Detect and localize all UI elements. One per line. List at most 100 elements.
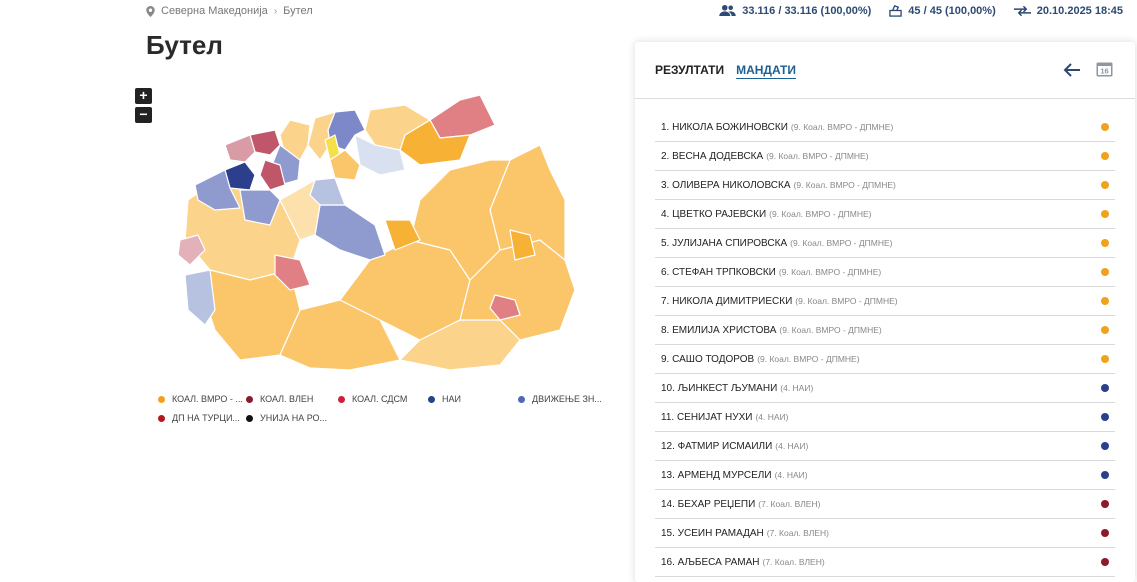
legend-dot [246,414,253,422]
list-item[interactable]: 7. НИКОЛА ДИМИТРИЕСКИ (9. Коал. ВМРО - ДП… [655,287,1115,316]
map-region[interactable] [259,159,286,191]
mandate-entry: 14. БЕХАР РЕЏЕПИ (7. Коал. ВЛЕН) [661,499,820,510]
party-color-dot [1101,297,1109,305]
panel-divider [635,98,1135,99]
map-region[interactable] [489,294,521,321]
stat-updated: 20.10.2025 18:45 [1013,4,1123,17]
page-title: Бутел [146,30,223,60]
list-item[interactable]: 5. ЈУЛИЈАНА СПИРОВСКА (9. Коал. ВМРО - ДП… [655,229,1115,258]
candidate-party: (4. НАИ) [755,411,789,422]
list-item[interactable]: 10. ЉИНКЕСТ ЉУМАНИ (4. НАИ) [655,374,1115,403]
map-region[interactable] [274,254,311,291]
mandate-entry: 1. НИКОЛА БОЖИНОВСКИ (9. Коал. ВМРО - ДПМ… [661,122,893,133]
list-item[interactable]: 13. АРМЕНД МУРСЕЛИ (4. НАИ) [655,461,1115,490]
map-region[interactable] [184,269,216,326]
list-item[interactable]: 1. НИКОЛА БОЖИНОВСКИ (9. Коал. ВМРО - ДПМ… [655,113,1115,142]
list-item[interactable]: 14. БЕХАР РЕЏЕПИ (7. Коал. ВЛЕН) [655,490,1115,519]
stat-voters: 33.116 / 33.116 (100,00%) [719,4,871,17]
back-arrow-icon[interactable] [1063,62,1081,78]
candidate-party: (4. НАИ) [775,440,809,451]
candidate-party: (4. НАИ) [780,382,814,393]
map-region[interactable] [279,299,401,371]
legend-dot [518,395,525,403]
map-region[interactable] [329,149,361,181]
list-item[interactable]: 15. УСЕИН РАМАДАН (7. Коал. ВЛЕН) [655,519,1115,548]
mandate-entry: 16. АЉБЕСА РАМАН (7. Коал. ВЛЕН) [661,557,825,568]
stat-stations: 45 / 45 (100,00%) [889,4,996,17]
mandate-entry: 3. ОЛИВЕРА НИКОЛОВСКА (9. Коал. ВМРО - ДП… [661,180,896,191]
map-region[interactable] [409,159,511,281]
list-item[interactable]: 3. ОЛИВЕРА НИКОЛОВСКА (9. Коал. ВМРО - ДП… [655,171,1115,200]
party-color-dot [1101,442,1109,450]
legend-item[interactable]: НАИ [428,394,518,404]
mandate-entry: 12. ФАТМИР ИСМАИЛИ (4. НАИ) [661,441,808,452]
map-region[interactable] [429,94,496,139]
candidate-name: 7. НИКОЛА ДИМИТРИЕСКИ [661,295,793,307]
party-color-dot [1101,210,1109,218]
chevron-right-icon: › [273,5,278,17]
legend-dot [158,414,165,422]
party-color-dot [1101,239,1109,247]
calendar-label: 16 [1100,67,1108,76]
candidate-name: 2. ВЕСНА ДОДЕВСКА [661,150,764,162]
candidate-party: (7. Коал. ВЛЕН) [762,556,825,567]
candidate-name: 16. АЉБЕСА РАМАН [661,556,760,568]
calendar-icon[interactable]: 16 [1096,61,1113,77]
legend-item[interactable]: КОАЛ. ВМРО - ... [158,394,246,404]
candidate-name: 4. ЦВЕТКО РАЈЕВСКИ [661,208,767,220]
candidate-name: 12. ФАТМИР ИСМАИЛИ [661,440,773,452]
party-color-dot [1101,471,1109,479]
zoom-out-button[interactable]: − [135,107,152,123]
tab-mandates[interactable]: МАНДАТИ [736,63,796,77]
legend-item[interactable]: ДВИЖЕЊЕ ЗН... [518,394,602,404]
map-region[interactable] [239,189,281,226]
map-region[interactable] [314,204,386,261]
map-region[interactable] [364,104,431,151]
mandate-entry: 11. СЕНИЈАТ НУХИ (4. НАИ) [661,412,788,423]
list-item[interactable]: 8. ЕМИЛИЈА ХРИСТОВА (9. Коал. ВМРО - ДПМН… [655,316,1115,345]
map-zoom-controls: + − [135,88,152,123]
party-color-dot [1101,152,1109,160]
list-item[interactable]: 6. СТЕФАН ТРПКОВСКИ (9. Коал. ВМРО - ДПМН… [655,258,1115,287]
party-color-dot [1101,558,1109,566]
list-item[interactable]: 16. АЉБЕСА РАМАН (7. Коал. ВЛЕН) [655,548,1115,577]
municipalities-map[interactable] [170,90,580,375]
location-pin-icon [146,5,155,17]
breadcrumb-root-link[interactable]: Северна Македонија [161,5,268,17]
candidate-name: 3. ОЛИВЕРА НИКОЛОВСКА [661,179,791,191]
candidate-party: (4. НАИ) [774,469,808,480]
legend-dot [338,395,345,403]
candidate-party: (9. Коал. ВМРО - ДПМНЕ) [790,121,894,132]
map-region[interactable] [177,234,206,266]
map-region[interactable] [509,229,536,261]
candidate-name: 1. НИКОЛА БОЖИНОВСКИ [661,121,788,133]
map-region[interactable] [224,134,256,163]
legend-item[interactable]: КОАЛ. ВЛЕН [246,394,338,404]
candidate-party: (9. Коал. ВМРО - ДПМНЕ) [790,237,893,248]
party-color-dot [1101,529,1109,537]
mandate-entry: 9. САШО ТОДОРОВ (9. Коал. ВМРО - ДПМНЕ) [661,354,860,365]
candidate-name: 13. АРМЕНД МУРСЕЛИ [661,469,772,481]
legend-item[interactable]: КОАЛ. СДСМ [338,394,428,404]
list-item[interactable]: 2. ВЕСНА ДОДЕВСКА (9. Коал. ВМРО - ДПМНЕ) [655,142,1115,171]
list-item[interactable]: 11. СЕНИЈАТ НУХИ (4. НАИ) [655,403,1115,432]
map-region[interactable] [279,179,321,241]
party-color-dot [1101,181,1109,189]
candidate-party: (7. Коал. ВЛЕН) [758,498,821,509]
candidate-party: (9. Коал. ВМРО - ДПМНЕ) [757,353,860,364]
map-region[interactable] [194,169,241,211]
legend-item[interactable]: ДП НА ТУРЦИ... [158,413,246,423]
candidate-name: 15. УСЕИН РАМАДАН [661,527,764,539]
mandate-entry: 10. ЉИНКЕСТ ЉУМАНИ (4. НАИ) [661,383,813,394]
map-region[interactable] [399,119,471,166]
breadcrumb: Северна Македонија › Бутел [146,5,313,17]
list-item[interactable]: 9. САШО ТОДОРОВ (9. Коал. ВМРО - ДПМНЕ) [655,345,1115,374]
party-color-dot [1101,268,1109,276]
list-item[interactable]: 12. ФАТМИР ИСМАИЛИ (4. НАИ) [655,432,1115,461]
tab-results[interactable]: РЕЗУЛТАТИ [655,63,725,77]
legend-item[interactable]: УНИЈА НА РО... [246,413,327,423]
map-region[interactable] [384,219,421,251]
zoom-in-button[interactable]: + [135,88,152,104]
mandate-entry: 8. ЕМИЛИЈА ХРИСТОВА (9. Коал. ВМРО - ДПМН… [661,325,882,336]
list-item[interactable]: 4. ЦВЕТКО РАЈЕВСКИ (9. Коал. ВМРО - ДПМНЕ… [655,200,1115,229]
